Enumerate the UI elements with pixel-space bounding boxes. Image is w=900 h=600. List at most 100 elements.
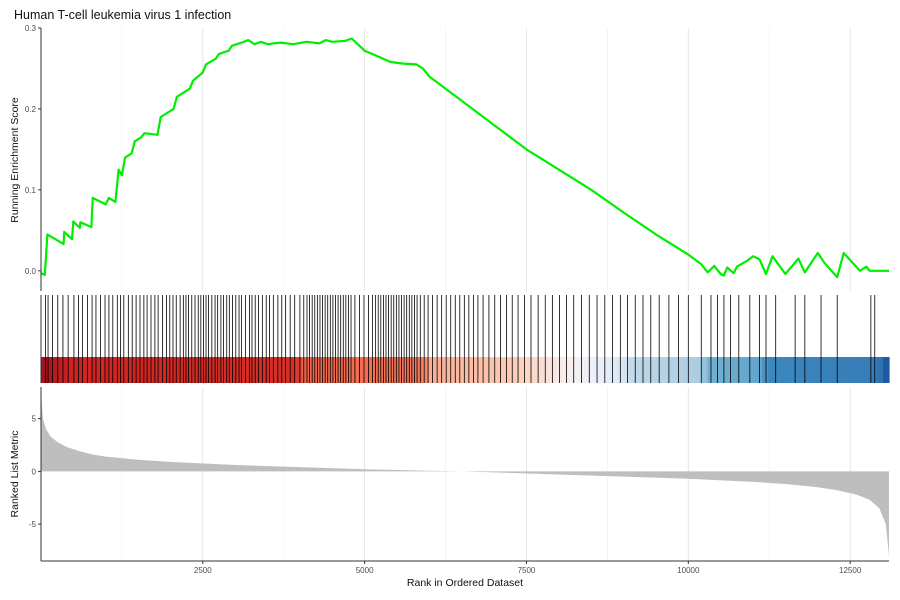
rank-band-segment [640,357,648,383]
rank-band-segment [477,357,484,383]
rank-band-segment [737,357,745,383]
rank-band-segment [313,357,321,383]
rank-band-segment [543,357,551,383]
rank-band-segment [240,357,248,383]
gene-hit-ticks [45,295,876,383]
rank-band-segment [525,357,533,383]
rank-band-segment [71,357,78,383]
rank-band-segment [870,357,878,383]
rank-band-segment [767,357,775,383]
es-y-tick-label: 0.3 [25,24,37,33]
rank-band-segment [343,357,351,383]
rank-band-segment [501,357,508,383]
rank-band-segment [198,357,206,383]
rank-band-segment [422,357,430,383]
rank-band-segment [882,357,890,383]
rank-band-segment [713,357,720,383]
rank-band-segment [610,357,618,383]
rank-band-segment [440,357,448,383]
rank-band-segment [779,357,787,383]
rank-band-segment [864,357,872,383]
rank-band-segment [567,357,575,383]
rank-band-segment [337,357,345,383]
rank-band-segment [458,357,466,383]
rank-band-segment [319,357,327,383]
rank-band-segment [749,357,757,383]
rank-band-segment [810,357,817,383]
rank-band-segment [755,357,763,383]
rank-band-segment [186,357,194,383]
rank-band-segment [234,357,242,383]
rank-band-segment [41,357,48,383]
rank-color-band [41,357,890,383]
rank-band-segment [362,357,369,383]
rank-band-segment [295,357,303,383]
rank-band-segment [156,357,163,383]
x-tick-label: 12500 [839,566,862,575]
rank-band-segment [228,357,236,383]
running-score-line [40,37,889,279]
rank-band-segment [574,357,581,383]
rank-band-segment [622,357,630,383]
grid-lines [121,28,851,561]
rank-band-segment [471,357,478,383]
tick-labels: 0.0 0.1 0.2 0.3 -5 0 5 2500 5000 7500 10000 12500 [25,24,862,575]
rank-band-segment [743,357,751,383]
rank-band-segment [604,357,611,383]
rank-band-segment [634,357,642,383]
rank-band-segment [561,357,569,383]
ranked-metric-area [41,392,889,556]
rank-band-segment [77,357,84,383]
rank-band-segment [804,357,811,383]
rank-band-segment [761,357,769,383]
rank-band-segment [628,357,636,383]
rank-band-segment [537,357,545,383]
rank-band-segment [162,357,169,383]
es-y-tick-label: 0.1 [25,186,37,195]
rank-band-segment [786,357,793,383]
rank-band-segment [307,357,315,383]
rank-band-segment [368,357,375,383]
rank-band-segment [47,357,54,383]
rank-band-segment [677,357,684,383]
rank-band-segment [876,357,884,383]
rank-band-segment [719,357,727,383]
rank-band-segment [53,357,60,383]
y-axis-label-running-score: Running Enrichment Score [9,97,21,223]
rank-band-segment [325,357,333,383]
rank-band-segment [731,357,739,383]
rank-band-segment [725,357,733,383]
rank-band-segment [846,357,854,383]
rank-band-segment [386,357,393,383]
rank-band-segment [392,357,399,383]
rank-band-segment [95,357,103,383]
rank-band-segment [125,357,133,383]
rank-band-segment [65,357,72,383]
rank-band-segment [580,357,587,383]
rank-band-segment [549,357,557,383]
rank-band-segment [513,357,521,383]
rank-band-segment [483,357,490,383]
rank-band-segment [531,357,539,383]
rank-band-segment [283,357,290,383]
x-axis-label: Rank in Ordered Dataset [407,577,523,589]
rank-band-segment [265,357,272,383]
rank-band-segment [446,357,454,383]
rank-band-segment [689,357,696,383]
rank-band-segment [246,357,254,383]
rank-band-segment [253,357,260,383]
rank-band-segment [137,357,145,383]
rank-band-segment [289,357,296,383]
metric-y-tick-label: 0 [32,467,37,476]
rank-band-segment [271,357,278,383]
rank-band-segment [616,357,624,383]
rank-band-segment [301,357,309,383]
rank-band-segment [331,357,339,383]
rank-band-segment [222,357,230,383]
rank-band-segment [216,357,224,383]
metric-y-tick-label: -5 [29,520,37,529]
rank-band-segment [107,357,115,383]
rank-band-segment [495,357,502,383]
rank-band-segment [858,357,866,383]
